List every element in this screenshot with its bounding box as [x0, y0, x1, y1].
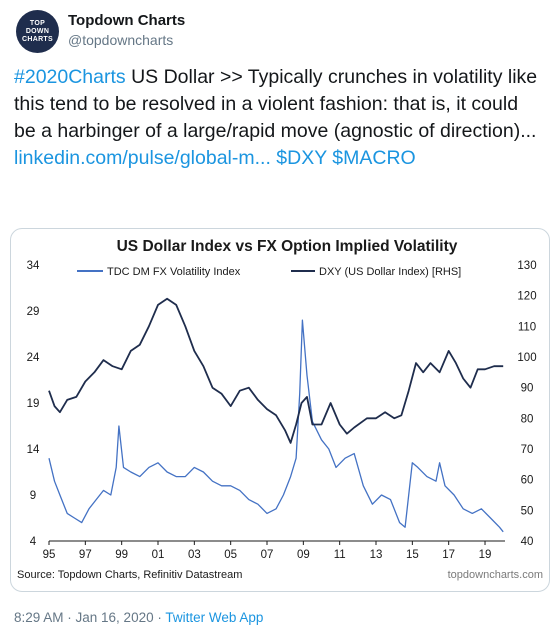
x-tick-label: 03 [188, 549, 201, 561]
chart-title: US Dollar Index vs FX Option Implied Vol… [117, 238, 458, 255]
legend-label-dxy: DXY (US Dollar Index) [RHS] [319, 266, 461, 278]
tweet-body: US Dollar >> Typically crunches in volat… [14, 66, 538, 142]
x-tick-label: 17 [442, 549, 455, 561]
x-tick-label: 09 [297, 549, 310, 561]
y-right-tick-label: 60 [521, 475, 534, 487]
y-right-tick-label: 100 [517, 352, 536, 364]
avatar[interactable]: TOP DOWN CHARTS [16, 10, 59, 53]
x-tick-label: 05 [224, 549, 237, 561]
timestamp[interactable]: 8:29 AM · Jan 16, 2020 · [14, 610, 166, 625]
source-app-link[interactable]: Twitter Web App [165, 610, 264, 625]
y-right-tick-label: 130 [517, 260, 536, 272]
y-right-tick-label: 80 [521, 413, 534, 425]
x-tick-label: 95 [43, 549, 56, 561]
y-right-tick-label: 110 [518, 321, 536, 333]
y-left-tick-label: 34 [27, 260, 40, 272]
x-tick-label: 13 [370, 549, 383, 561]
chart-watermark: topdowncharts.com [448, 569, 543, 581]
y-right-tick-label: 120 [517, 291, 536, 303]
tweet-header: TOP DOWN CHARTS Topdown Charts @topdownc… [10, 6, 550, 54]
x-tick-label: 01 [152, 549, 165, 561]
cashtag-links[interactable]: $DXY $MACRO [270, 147, 416, 169]
y-right-tick-label: 50 [521, 505, 534, 517]
y-right-tick-label: 40 [521, 536, 534, 548]
chart-source: Source: Topdown Charts, Refinitiv Datast… [17, 569, 242, 581]
author-handle[interactable]: @topdowncharts [68, 32, 174, 48]
x-tick-label: 99 [115, 549, 128, 561]
tweet-footer: 8:29 AM · Jan 16, 2020 · Twitter Web App [14, 610, 263, 625]
y-right-tick-label: 90 [521, 383, 534, 395]
chart-image[interactable]: US Dollar Index vs FX Option Implied Vol… [10, 228, 550, 592]
x-tick-label: 97 [79, 549, 92, 561]
author-name[interactable]: Topdown Charts [68, 12, 186, 29]
y-left-tick-label: 14 [27, 444, 40, 456]
x-tick-label: 07 [261, 549, 274, 561]
legend-label-volatility: TDC DM FX Volatility Index [107, 266, 241, 278]
dxy-series-line [48, 297, 504, 444]
y-right-tick-label: 70 [521, 444, 534, 456]
y-left-tick-label: 9 [30, 490, 36, 502]
avatar-line-3: CHARTS [22, 35, 53, 43]
article-link[interactable]: linkedin.com/pulse/global-m... [14, 147, 271, 169]
volatility-series-line [48, 319, 504, 533]
x-tick-label: 11 [334, 549, 346, 561]
avatar-line-1: TOP [29, 19, 46, 27]
y-left-tick-label: 4 [30, 536, 37, 548]
tweet-text: #2020Charts US Dollar >> Typically crunc… [14, 64, 544, 172]
x-tick-label: 15 [406, 549, 419, 561]
y-left-tick-label: 29 [27, 306, 40, 318]
y-left-tick-label: 24 [27, 352, 40, 364]
y-left-tick-label: 19 [27, 398, 40, 410]
hashtag-link[interactable]: #2020Charts [14, 66, 126, 88]
avatar-line-2: DOWN [25, 27, 50, 35]
chart-svg: US Dollar Index vs FX Option Implied Vol… [17, 238, 543, 581]
x-tick-label: 19 [479, 549, 492, 561]
